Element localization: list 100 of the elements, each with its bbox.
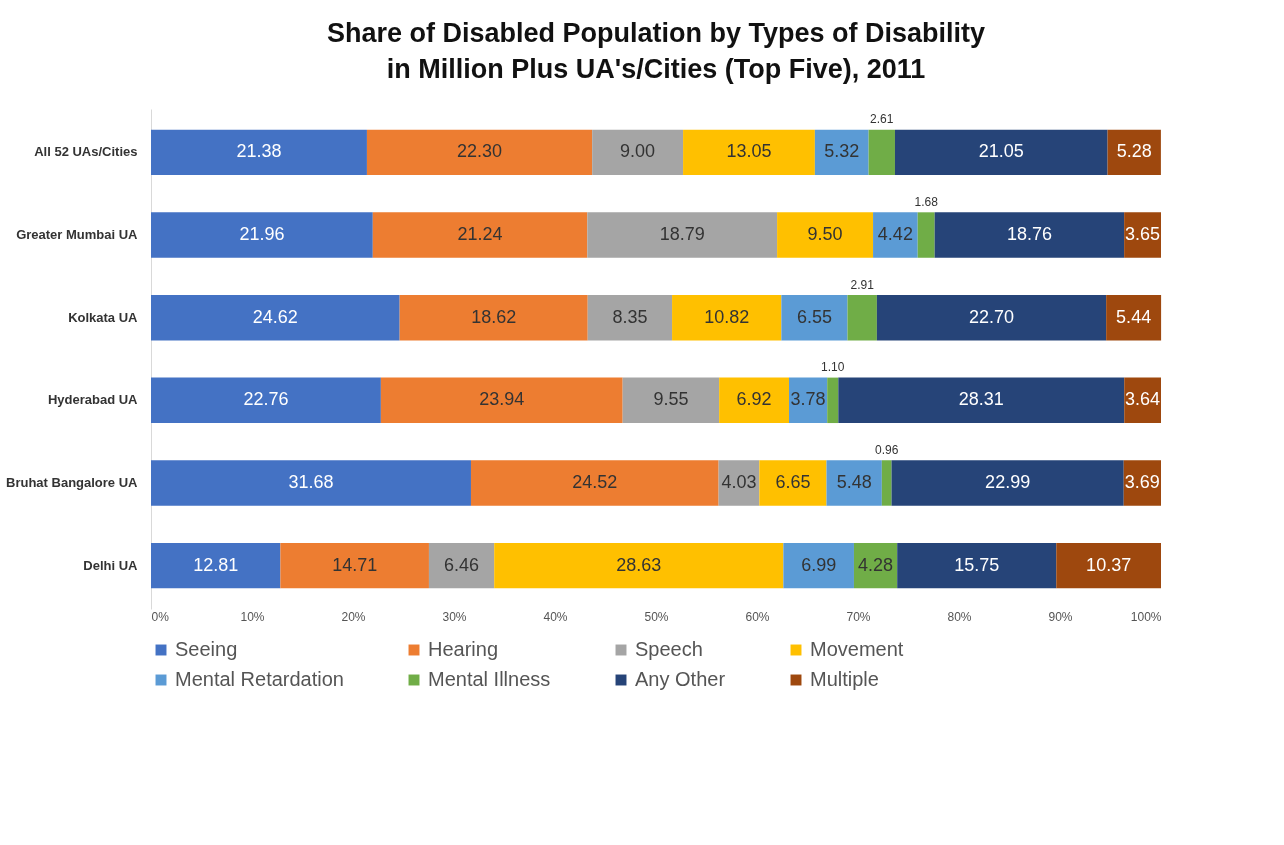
bar	[777, 212, 874, 258]
data-label: 2.91	[850, 277, 875, 292]
data-label: 4.42	[877, 224, 913, 245]
bar	[151, 129, 367, 176]
bar	[399, 294, 588, 341]
data-label: 1.68	[914, 195, 939, 210]
data-label: 5.28	[1116, 141, 1152, 162]
legend-label: Mental Retardation	[175, 668, 344, 690]
bar	[826, 460, 882, 506]
data-label: 22.30	[457, 141, 503, 162]
data-label: 6.99	[801, 554, 837, 575]
bar	[917, 212, 935, 258]
data-label: 6.55	[796, 306, 832, 327]
bar	[672, 294, 782, 341]
data-label: 3.78	[790, 389, 826, 410]
x-tick-label: 30%	[442, 609, 467, 624]
bar	[683, 129, 815, 176]
bar	[881, 460, 892, 506]
bar	[366, 129, 593, 176]
data-label: 6.46	[444, 554, 480, 575]
bar	[587, 294, 673, 341]
bar	[1056, 542, 1161, 589]
data-label: 4.03	[721, 471, 757, 492]
bar	[934, 212, 1125, 258]
bar	[814, 129, 869, 176]
bar	[380, 377, 623, 424]
data-label: 9.55	[653, 389, 689, 410]
legend-label: Speech	[635, 638, 703, 660]
data-label: 15.75	[954, 554, 1000, 575]
bar	[847, 294, 877, 341]
data-label: 4.28	[858, 554, 894, 575]
data-label: 9.00	[620, 141, 656, 162]
data-label: 22.76	[243, 389, 289, 410]
bar	[868, 129, 895, 176]
legend-label: Hearing	[428, 638, 499, 660]
bar	[151, 294, 400, 341]
bar	[838, 377, 1125, 424]
x-tick-label: 10%	[240, 609, 265, 624]
y-tick-label: Greater Mumbai UA	[16, 227, 139, 243]
data-label: 3.64	[1125, 389, 1161, 410]
data-label: 28.31	[958, 389, 1004, 410]
bar	[783, 542, 854, 589]
data-label: 6.65	[775, 471, 811, 492]
x-tick-label: 0%	[151, 609, 170, 624]
data-label: 9.50	[807, 224, 843, 245]
data-label: 18.62	[471, 306, 517, 327]
data-label: 1.10	[821, 360, 845, 375]
legend-label: Any Other	[635, 668, 726, 690]
data-label: 2.61	[870, 112, 894, 127]
bar	[622, 377, 720, 424]
bar	[372, 212, 588, 258]
data-label: 21.38	[236, 141, 282, 162]
data-label: 28.63	[616, 554, 662, 575]
data-label: 3.65	[1125, 224, 1161, 245]
bar	[876, 294, 1107, 341]
bar	[759, 460, 827, 506]
data-label: 14.71	[332, 554, 378, 575]
bar	[470, 460, 719, 506]
data-label: 22.70	[969, 306, 1015, 327]
x-tick-label: 40%	[543, 609, 568, 624]
bar	[827, 377, 839, 424]
data-label: 13.05	[726, 141, 772, 162]
data-label: 10.82	[704, 306, 750, 327]
y-tick-label: Bruhat Bangalore UA	[6, 474, 139, 490]
bar	[1106, 294, 1162, 341]
data-label: 24.52	[572, 471, 618, 492]
data-label: 5.32	[824, 141, 860, 162]
bar	[494, 542, 784, 589]
data-label: 5.44	[1116, 306, 1152, 327]
legend-label: Movement	[810, 638, 904, 660]
data-label: 21.24	[457, 224, 503, 245]
data-label: 10.37	[1086, 554, 1132, 575]
data-label: 12.81	[193, 554, 239, 575]
bar	[897, 542, 1057, 589]
data-label: 18.79	[659, 224, 705, 245]
data-label: 8.35	[612, 306, 648, 327]
bar	[587, 212, 778, 258]
bar	[781, 294, 848, 341]
y-tick-label: Delhi UA	[83, 557, 139, 573]
data-label: 24.62	[252, 306, 298, 327]
data-label: 22.99	[985, 471, 1031, 492]
data-label: 21.05	[978, 141, 1024, 162]
bar	[894, 129, 1108, 176]
bar	[280, 542, 429, 589]
y-tick-label: All 52 UAs/Cities	[34, 144, 138, 160]
x-tick-label: 70%	[846, 609, 871, 624]
bar	[151, 212, 373, 258]
bar	[428, 542, 495, 589]
x-tick-label: 50%	[644, 609, 669, 624]
bar	[151, 460, 471, 506]
data-label: 5.48	[836, 471, 872, 492]
x-tick-label: 100%	[1130, 609, 1162, 624]
data-label: 23.94	[479, 389, 525, 410]
bar	[592, 129, 684, 176]
data-label: 6.92	[736, 389, 772, 410]
data-label: 31.68	[288, 471, 334, 492]
x-tick-label: 60%	[745, 609, 770, 624]
y-tick-label: Hyderabad UA	[47, 392, 139, 408]
legend-label: Multiple	[810, 668, 879, 690]
legend-label: Mental Illness	[428, 668, 551, 690]
